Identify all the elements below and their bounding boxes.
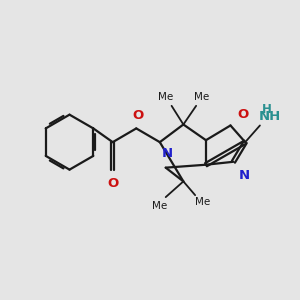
- Text: O: O: [107, 177, 118, 190]
- Text: O: O: [237, 108, 249, 121]
- Text: N: N: [238, 169, 250, 182]
- Text: N: N: [162, 147, 173, 160]
- Text: Me: Me: [152, 201, 167, 211]
- Text: O: O: [133, 109, 144, 122]
- Text: NH: NH: [259, 110, 281, 124]
- Text: Me: Me: [158, 92, 173, 102]
- Text: H: H: [262, 103, 272, 116]
- Text: Me: Me: [195, 197, 211, 207]
- Text: Me: Me: [194, 92, 210, 102]
